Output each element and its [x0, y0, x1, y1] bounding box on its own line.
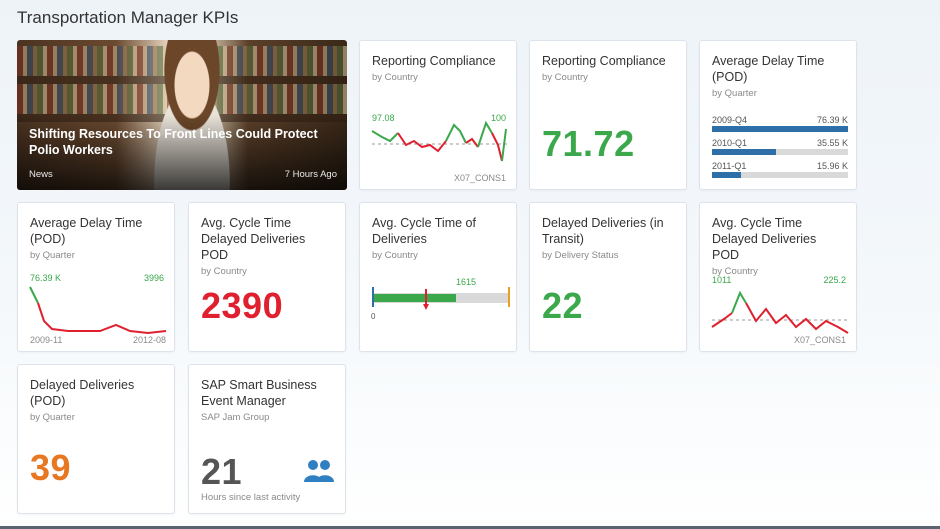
tile-subtitle: by Country [712, 266, 758, 277]
tile-average-delay-time-bars[interactable]: Average Delay Time (POD) by Quarter 2009… [699, 40, 857, 190]
chart-line-green-2 [445, 123, 467, 144]
tile-header: Average Delay Time (POD) by Quarter [30, 215, 164, 264]
chart-footer: X07_CONS1 [454, 173, 506, 183]
tile-subtitle: by Country [542, 72, 588, 83]
tile-header: Average Delay Time (POD) by Quarter [712, 53, 846, 102]
bar-value-3: 15.96 K [817, 161, 848, 171]
tile-footer: Hours since last activity [201, 492, 301, 503]
tile-avg-cycle-time-deliveries[interactable]: Avg. Cycle Time of Deliveries by Country… [359, 202, 517, 352]
chart-line-red-1 [711, 312, 733, 328]
bar-value-2: 35.55 K [817, 138, 848, 148]
comparison-line-chart: 97.08 100 X07_CONS1 [371, 113, 508, 183]
bullet-target-arrow [423, 304, 429, 310]
tile-header: Reporting Compliance by Country [542, 53, 676, 86]
tile-subtitle: by Delivery Status [542, 250, 619, 261]
tile-title: Avg. Cycle Time Delayed Deliveries POD [201, 216, 306, 262]
tile-title: Average Delay Time (POD) [30, 216, 143, 246]
group-title: Transportation Manager KPIs [17, 8, 239, 27]
kpi-value: 21 [201, 451, 243, 492]
news-tile[interactable]: Shifting Resources To Front Lines Could … [17, 40, 347, 190]
tile-title: Reporting Compliance [372, 54, 496, 68]
tile-reporting-compliance-chart[interactable]: Reporting Compliance by Country 97.08 10… [359, 40, 517, 190]
tile-average-delay-time-line[interactable]: Average Delay Time (POD) by Quarter 76.3… [17, 202, 175, 352]
tile-title: SAP Smart Business Event Manager [201, 378, 317, 408]
comparison-line-chart: 1011 225.2 X07_CONS1 [711, 275, 849, 345]
kpi-value: 39 [30, 447, 72, 488]
news-age: 7 Hours Ago [284, 169, 337, 180]
tile-subtitle: by Quarter [30, 250, 75, 261]
kpi-value: 22 [542, 285, 584, 326]
tile-header: Delayed Deliveries (POD) by Quarter [30, 377, 164, 426]
news-source: News [29, 169, 53, 180]
chart-line-green-3 [477, 120, 493, 148]
chart-start-label: 2009-11 [30, 335, 62, 345]
tile-title: Delayed Deliveries (POD) [30, 378, 135, 408]
news-shade [17, 115, 347, 190]
kpi-value: 2390 [201, 285, 284, 326]
chart-line-green [29, 286, 39, 304]
tile-subtitle: by Country [372, 72, 418, 83]
tile-title: Avg. Cycle Time Delayed Deliveries POD [712, 216, 817, 262]
tile-subtitle: by Quarter [712, 88, 757, 99]
tile-title: Delayed Deliveries (in Transit) [542, 216, 664, 246]
bullet-fill [374, 294, 456, 302]
tile-title: Reporting Compliance [542, 54, 666, 68]
people-icon [304, 460, 334, 482]
chart-end-label: 2012-08 [133, 335, 166, 345]
bar-fill-2 [712, 149, 776, 155]
chart-right-label: 225.2 [823, 275, 846, 285]
tile-header: Reporting Compliance by Country [372, 53, 506, 86]
chart-left-label: 97.08 [372, 113, 395, 123]
bar-fill-3 [712, 172, 741, 178]
tile-delayed-deliveries-transit[interactable]: Delayed Deliveries (in Transit) by Deliv… [529, 202, 687, 352]
tile-header: Delayed Deliveries (in Transit) by Deliv… [542, 215, 676, 264]
chart-left-label: 1011 [712, 275, 731, 285]
tile-avg-cycle-time-delayed-number[interactable]: Avg. Cycle Time Delayed Deliveries POD b… [188, 202, 346, 352]
chart-line-green-4 [501, 128, 507, 162]
tile-header: SAP Smart Business Event Manager SAP Jam… [201, 377, 335, 426]
bullet-chart: 1615 0 [371, 277, 510, 321]
bar-track-2 [712, 149, 848, 155]
bar-label-1: 2009-Q4 [712, 115, 747, 125]
tile-avg-cycle-time-delayed-chart[interactable]: Avg. Cycle Time Delayed Deliveries POD b… [699, 202, 857, 352]
chart-line-red [37, 302, 167, 335]
tile-sap-smart-business[interactable]: SAP Smart Business Event Manager SAP Jam… [188, 364, 346, 514]
bar-fill-1 [712, 126, 848, 132]
news-headline: Shifting Resources To Front Lines Could … [29, 127, 318, 157]
tile-header: Avg. Cycle Time Delayed Deliveries POD b… [712, 215, 846, 280]
tile-title: Average Delay Time (POD) [712, 54, 825, 84]
tile-reporting-compliance-number[interactable]: Reporting Compliance by Country 71.72 [529, 40, 687, 190]
chart-line-red-3 [491, 132, 503, 162]
chart-line-red-2 [745, 302, 849, 334]
chart-line-green-1 [731, 290, 747, 314]
tile-title: Avg. Cycle Time of Deliveries [372, 216, 476, 246]
chart-footer: X07_CONS1 [794, 335, 846, 345]
bar-value-1: 76.39 K [817, 115, 848, 125]
kpi-value: 71.72 [542, 123, 635, 164]
tile-subtitle: by Country [372, 250, 418, 261]
tile-subtitle: SAP Jam Group [201, 412, 270, 423]
tile-header: Avg. Cycle Time Delayed Deliveries POD b… [201, 215, 335, 280]
tile-subtitle: by Country [201, 266, 247, 277]
bullet-target-label: 1615 [456, 277, 476, 287]
tile-header: Avg. Cycle Time of Deliveries by Country [372, 215, 506, 264]
chart-line-red-2 [465, 137, 479, 148]
chart-right-label: 100 [491, 113, 506, 123]
bar-comparison-chart: 2009-Q4 76.39 K 2010-Q1 35.55 K 2011-Q1 … [712, 115, 848, 178]
chart-right-label: 3996 [144, 273, 164, 283]
trend-line-chart: 76.39 K 3996 2009-11 2012-08 [29, 273, 167, 345]
bar-track-3 [712, 172, 848, 178]
tile-subtitle: by Quarter [30, 412, 75, 423]
bar-label-2: 2010-Q1 [712, 138, 747, 148]
bottom-bar [0, 526, 940, 529]
chart-line-red-1 [397, 132, 447, 153]
bar-label-3: 2011-Q1 [712, 161, 746, 171]
chart-left-label: 76.39 K [30, 273, 61, 283]
tile-delayed-deliveries-pod[interactable]: Delayed Deliveries (POD) by Quarter 39 [17, 364, 175, 514]
chart-line-green-1 [371, 130, 399, 143]
bullet-zero-label: 0 [371, 312, 376, 321]
